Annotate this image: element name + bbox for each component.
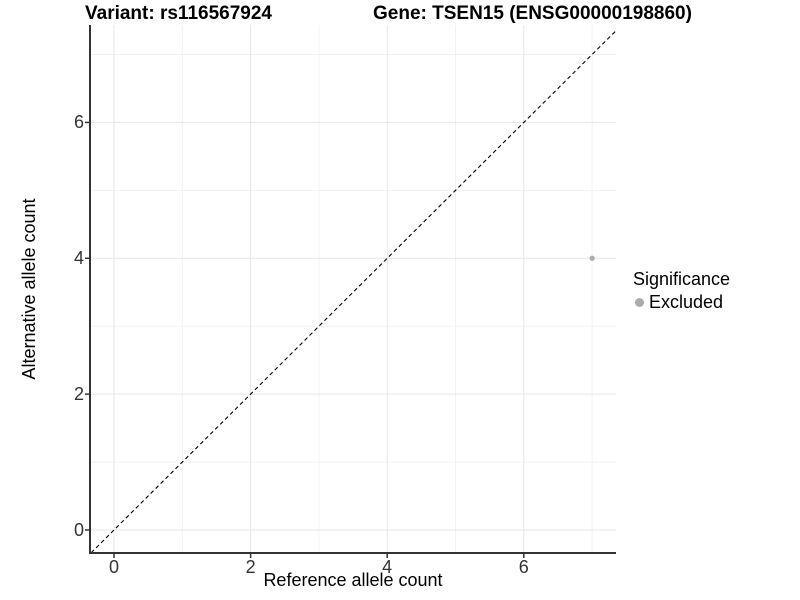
y-tick-label: 0 (73, 520, 84, 540)
y-axis-title: Alternative allele count (19, 198, 39, 380)
plot-panel (85, 25, 616, 558)
x-tick-label: 6 (518, 557, 529, 577)
x-tick-label: 0 (108, 557, 119, 577)
x-tick-label: 2 (245, 557, 256, 577)
plot-title-gene: Gene: TSEN15 (ENSG00000198860) (373, 3, 692, 24)
data-point (589, 255, 595, 261)
identity-line (90, 29, 616, 553)
y-tick-label: 2 (73, 384, 84, 405)
y-tick-label: 6 (73, 112, 84, 133)
x-axis-title: Reference allele count (263, 570, 443, 590)
plot-title-variant: Variant: rs116567924 (85, 3, 272, 24)
x-tick-label: 4 (382, 557, 393, 577)
legend-title: Significance (633, 269, 731, 289)
legend-point-swatch-icon (635, 297, 644, 307)
legend: Significance Excluded (633, 269, 730, 312)
legend-item-label: Excluded (649, 292, 724, 312)
legend-item-excluded: Excluded (633, 292, 730, 312)
y-tick-label: 4 (73, 248, 84, 269)
